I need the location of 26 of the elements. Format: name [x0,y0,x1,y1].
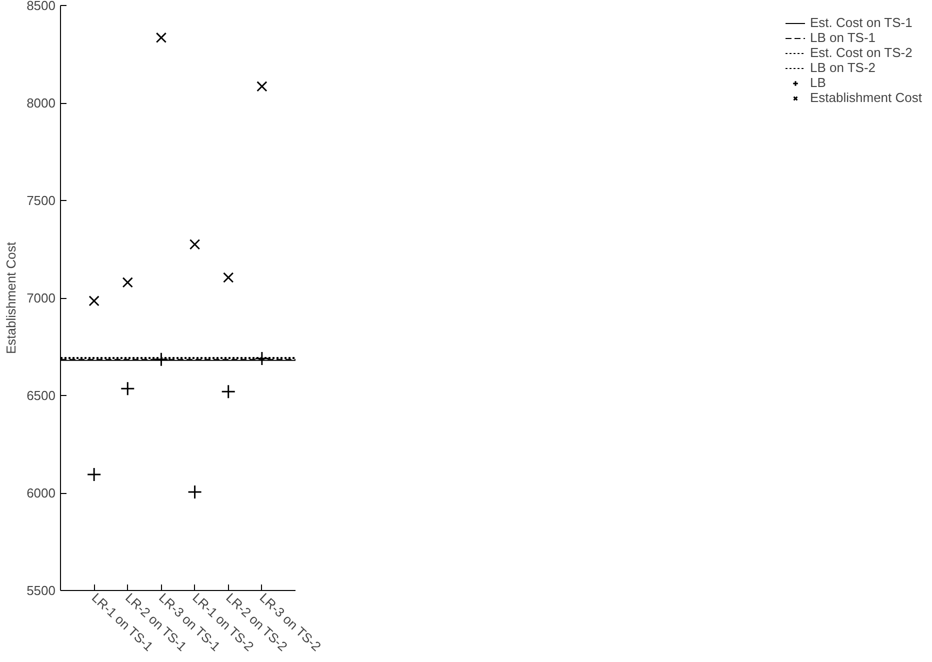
y-tick-label: 6500 [26,388,56,403]
y-axis-title: Establishment Cost [4,242,19,354]
y-tick-label: 8500 [26,0,56,13]
legend-label: LB on TS-1 [810,30,876,45]
point [189,239,200,250]
point [122,277,133,288]
legend-label: LB on TS-2 [810,60,876,75]
y-tick-label: 6000 [26,486,56,500]
point [221,384,236,399]
y-tick-label: 7500 [26,193,56,208]
point [154,352,168,367]
y-tick-label: 5500 [26,583,56,598]
point [254,351,270,366]
legend-label: Establishment Cost [810,90,922,105]
point [88,296,100,306]
legend-label: LB [810,75,827,90]
y-tick-label: 8000 [26,96,56,110]
point [256,81,268,92]
point [86,467,102,482]
point [188,484,202,500]
point [120,381,135,396]
y-tick-label: 7000 [26,290,56,306]
point [223,272,234,283]
legend-label: Est. Cost on TS-2 [810,45,912,60]
point [156,32,167,44]
legend-label: Est. Cost on TS-1 [810,15,912,30]
